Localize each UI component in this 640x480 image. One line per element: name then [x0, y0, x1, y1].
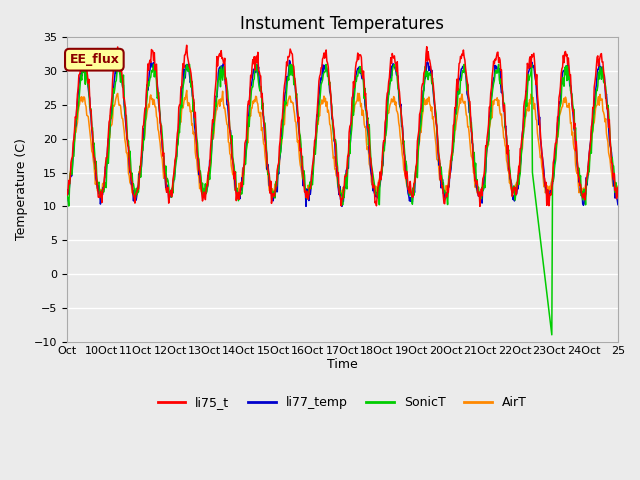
Legend: li75_t, li77_temp, SonicT, AirT: li75_t, li77_temp, SonicT, AirT [153, 391, 532, 414]
Text: EE_flux: EE_flux [69, 53, 119, 66]
X-axis label: Time: Time [327, 359, 358, 372]
Title: Instument Temperatures: Instument Temperatures [240, 15, 444, 33]
Y-axis label: Temperature (C): Temperature (C) [15, 139, 28, 240]
